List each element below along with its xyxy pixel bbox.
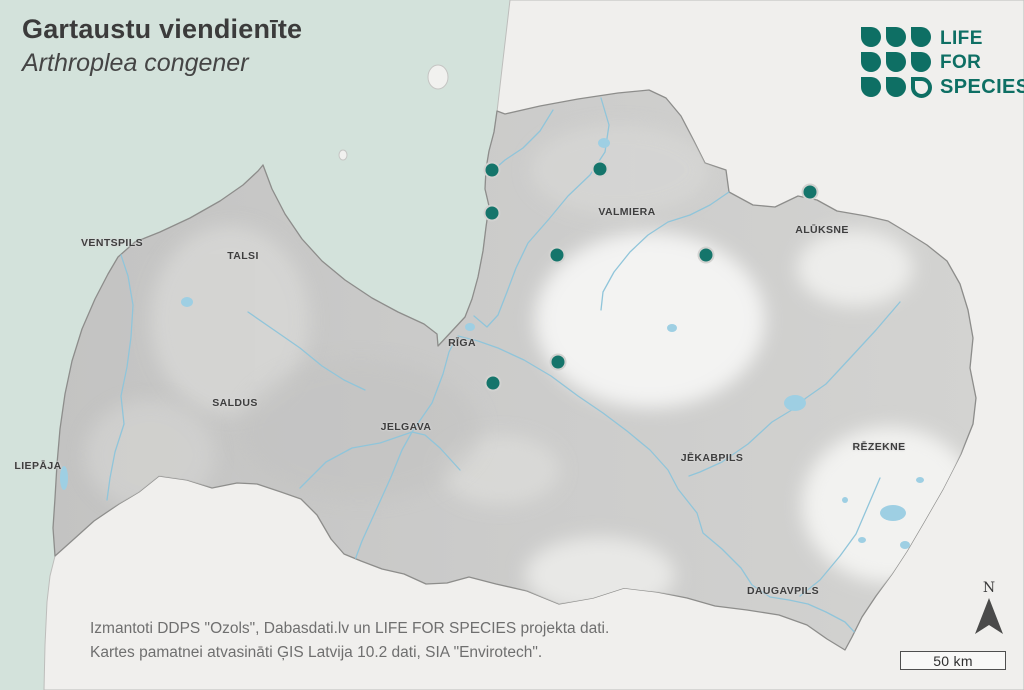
city-label-talsi: TALSI: [227, 250, 259, 262]
city-label-daugavpils: DAUGAVPILS: [746, 585, 820, 597]
city-label-saldus: SALDUS: [212, 397, 258, 409]
city-label-jelgava: JELGAVA: [380, 421, 432, 433]
city-label-rēzekne: RĒZEKNE: [852, 441, 906, 453]
island: [338, 149, 348, 161]
occurrence-dot: [591, 160, 609, 178]
north-arrow: N: [962, 580, 1016, 643]
life-for-species-logo: LIFE FOR SPECIES: [861, 27, 1024, 99]
city-label-rīga: RĪGA: [448, 337, 476, 349]
north-label: N: [982, 580, 996, 596]
city-label-jēkabpils: JĒKABPILS: [680, 452, 744, 464]
occurrence-dot: [697, 246, 715, 264]
title-block: Gartaustu viendienīte Arthroplea congene…: [22, 14, 302, 78]
logo-line-species: SPECIES: [940, 75, 1024, 98]
logo-drops-icon: [861, 27, 933, 99]
city-label-alūksne: ALŪKSNE: [795, 224, 849, 236]
caption-line-1: Izmantoti DDPS "Ozols", Dabasdati.lv un …: [90, 620, 610, 637]
occurrence-dot: [483, 161, 501, 179]
logo-line-life: LIFE: [940, 28, 983, 49]
scale-bar: 50 km: [900, 651, 1006, 670]
logo-text: LIFE FOR SPECIES: [940, 27, 1024, 99]
scale-label: 50 km: [933, 652, 973, 669]
occurrence-dot: [801, 183, 819, 201]
island: [427, 64, 449, 90]
north-arrow-icon: [975, 598, 1003, 634]
occurrence-dot: [484, 374, 502, 392]
city-label-liepāja: LIEPĀJA: [14, 460, 62, 472]
species-latin-name: Arthroplea congener: [22, 49, 249, 77]
latvia-landmass: [52, 89, 977, 651]
species-common-name: Gartaustu viendienīte: [22, 14, 303, 44]
occurrence-dot: [548, 246, 566, 264]
data-source-caption: Izmantoti DDPS "Ozols", Dabasdati.lv un …: [90, 617, 609, 665]
occurrence-dot: [483, 204, 501, 222]
logo-line-for: FOR: [940, 52, 982, 73]
city-label-ventspils: VENTSPILS: [81, 237, 143, 249]
city-label-valmiera: VALMIERA: [598, 206, 656, 218]
occurrence-dot: [549, 353, 567, 371]
rivers: [106, 97, 901, 637]
caption-line-2: Kartes pamatnei atvasināti ĢIS Latvija 1…: [90, 644, 543, 661]
